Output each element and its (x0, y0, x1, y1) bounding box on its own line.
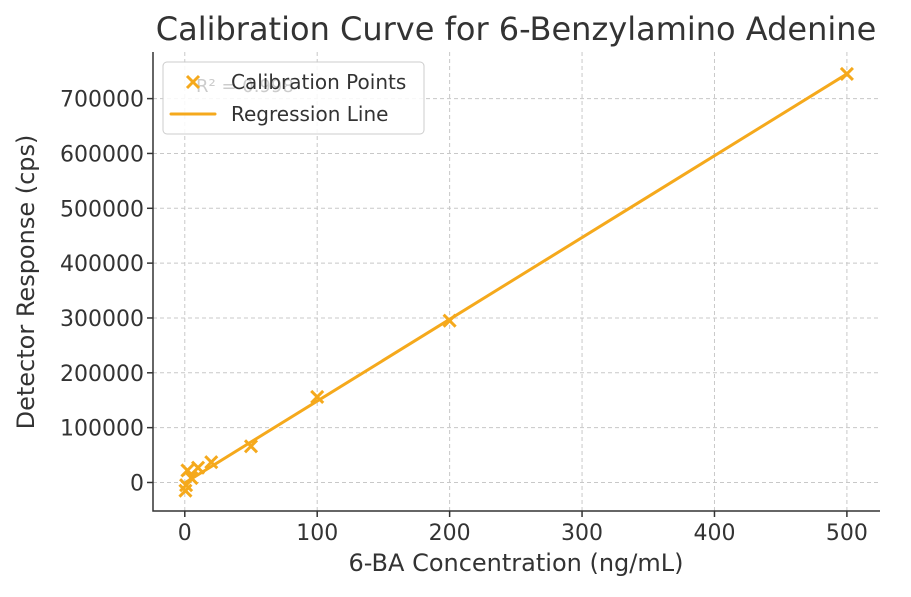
x-marker-stroke (839, 66, 854, 81)
x-tick-label: 400 (693, 521, 735, 546)
chart-title: Calibration Curve for 6-Benzylamino Aden… (156, 10, 877, 48)
legend-label-line: Regression Line (231, 102, 388, 126)
x-marker-stroke (184, 471, 199, 486)
r-squared-annotation: R² = 0.998 (196, 76, 294, 97)
calibration-point (442, 313, 457, 328)
legend-label-points: Calibration Points (231, 70, 406, 94)
legend-box (162, 61, 425, 135)
x-marker-stroke (204, 455, 219, 470)
x-marker-stroke (243, 439, 259, 454)
x-tick-label: 500 (826, 521, 868, 546)
y-tick-label: 400000 (60, 252, 144, 277)
x-marker-stroke (185, 74, 201, 90)
calibration-points-layer (178, 66, 854, 498)
axis-spines (152, 52, 880, 512)
y-tick-label: 0 (130, 471, 144, 496)
x-marker-stroke (190, 460, 206, 475)
calibration-point (839, 66, 854, 81)
x-tick-label: 0 (178, 521, 192, 546)
legend-x-marker (185, 74, 201, 90)
regression-line-layer (184, 72, 848, 484)
x-tick-label: 300 (561, 521, 603, 546)
x-marker-stroke (442, 313, 457, 328)
legend: R² = 0.998 Calibration Points Regression… (162, 61, 425, 135)
y-tick-label: 600000 (60, 142, 144, 167)
calibration-point (180, 463, 195, 478)
calibration-point (190, 460, 206, 475)
regression-line (184, 72, 848, 484)
x-axis-label: 6-BA Concentration (ng/mL) (348, 549, 683, 577)
calibration-point (184, 471, 199, 486)
y-tick-label: 700000 (60, 88, 144, 113)
x-marker-stroke (310, 389, 325, 404)
legend-marker-x-icon (185, 74, 201, 90)
axes: 0 100 200 300 400 500 0 100000 200000 300000 40000… (60, 52, 880, 546)
calibration-point (243, 439, 259, 454)
x-marker-stroke (180, 463, 195, 478)
x-tick-label: 200 (429, 521, 471, 546)
x-tick-label: 100 (296, 521, 338, 546)
y-axis-label: Detector Response (cps) (12, 135, 40, 430)
y-tick-label: 100000 (60, 417, 144, 442)
calibration-point (204, 455, 219, 470)
y-tick-label: 300000 (60, 307, 144, 332)
y-tick-label: 500000 (60, 197, 144, 222)
y-tick-label: 200000 (60, 362, 144, 387)
calibration-point (310, 389, 325, 404)
